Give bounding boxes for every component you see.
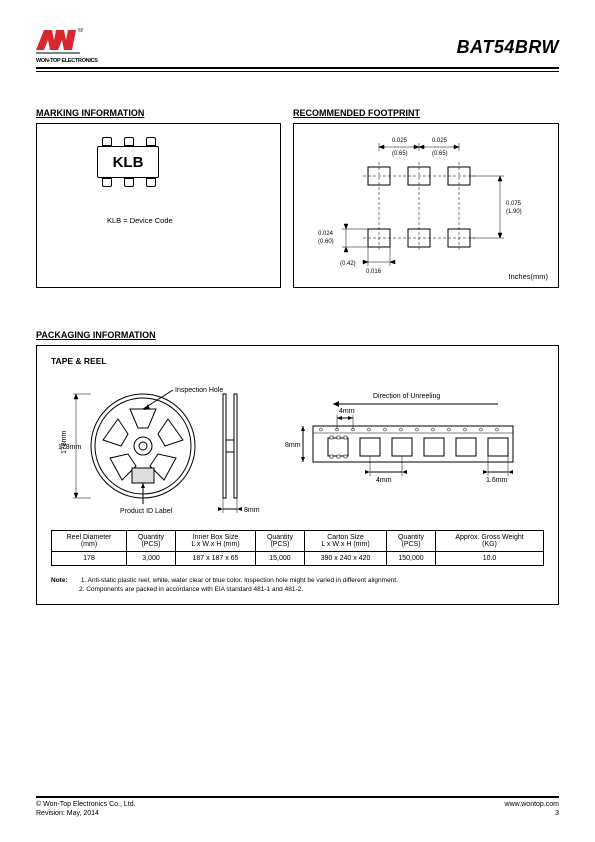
company-name: WON-TOP ELECTRONICS	[36, 58, 98, 64]
td: 187 x 187 x 65	[175, 552, 255, 566]
footer-divider	[36, 796, 559, 798]
td: 15,000	[256, 552, 305, 566]
tape-reel-title: TAPE & REEL	[51, 356, 544, 366]
dim-pitch-mm: (0.65)	[392, 151, 408, 157]
top-sections: MARKING INFORMATION KLB KLB = Device Cod…	[36, 108, 559, 288]
direction-label: Direction of Unreeling	[373, 393, 440, 400]
chip-label: KLB	[113, 154, 144, 171]
part-number: BAT54BRW	[457, 37, 559, 58]
th-reel: Reel Diameter(mm)	[52, 531, 127, 552]
pin-icon	[124, 137, 134, 146]
dim-height-in: 0.075	[506, 201, 522, 207]
product-id-label: Product ID Label	[120, 508, 173, 515]
pin-icon	[146, 137, 156, 146]
dim-padw-mm: (0.60)	[318, 239, 334, 245]
packaging-title: PACKAGING INFORMATION	[36, 330, 559, 340]
dim-height-mm: (1.90)	[506, 209, 522, 215]
footprint-column: RECOMMENDED FOOTPRINT	[293, 108, 559, 288]
marking-column: MARKING INFORMATION KLB KLB = Device Cod…	[36, 108, 281, 288]
marking-box: KLB KLB = Device Code	[36, 123, 281, 288]
inspection-label: Inspection Hole	[175, 387, 223, 394]
th-weight: Approx. Gross Weight(KG)	[436, 531, 544, 552]
footprint-box: 0.025 (0.65) 0.025 (0.65) 0.075 (1.90)	[293, 123, 559, 288]
footer-right: www.wontop.com 3	[505, 800, 559, 818]
packaging-box: TAPE & REEL Product ID Label Ins	[36, 345, 559, 605]
td: 150,000	[387, 552, 436, 566]
dim-pitch-mm: (0.65)	[432, 151, 448, 157]
tape-reel-diagram-icon: Product ID Label Inspection Hole 178mm 1…	[58, 376, 538, 516]
note-2: 2. Components are packed in accordance w…	[79, 586, 303, 593]
revision: Revision: May, 2014	[36, 809, 136, 818]
th-carton: Carton SizeL x W x H (mm)	[304, 531, 386, 552]
footer-row: © Won-Top Electronics Co., Ltd. Revision…	[36, 800, 559, 818]
header-divider-1	[36, 67, 559, 69]
note-1: 1. Anti-static plastic reel, white, wate…	[81, 577, 398, 584]
chip-body: KLB	[97, 146, 159, 178]
tape-pitch-top: 4mm	[339, 408, 355, 415]
dim-pitch-in: 0.025	[432, 138, 448, 144]
td: 10.0	[436, 552, 544, 566]
reel-width-label: 8mm	[244, 507, 260, 514]
th-qty3: Quantity(PCS)	[387, 531, 436, 552]
header: ® WON-TOP ELECTRONICS BAT54BRW	[36, 28, 559, 64]
unit-label: Inches(mm)	[508, 272, 548, 281]
td: 178	[52, 552, 127, 566]
th-qty1: Quantity(PCS)	[127, 531, 176, 552]
tape-pitch-bottom: 4mm	[376, 477, 392, 484]
footprint-diagram-icon: 0.025 (0.65) 0.025 (0.65) 0.075 (1.90)	[308, 132, 538, 277]
footprint-title: RECOMMENDED FOOTPRINT	[293, 108, 559, 118]
table-row: 178 3,000 187 x 187 x 65 15,000 390 x 24…	[52, 552, 544, 566]
pin-icon	[102, 137, 112, 146]
comp-width: 1.6mm	[486, 477, 508, 484]
dim-padh-mm: (0.42)	[340, 261, 356, 267]
header-divider-2	[36, 71, 559, 72]
footer-left: © Won-Top Electronics Co., Ltd. Revision…	[36, 800, 136, 818]
svg-text:178mm: 178mm	[58, 444, 82, 451]
copyright: © Won-Top Electronics Co., Ltd.	[36, 800, 136, 809]
th-inner: Inner Box SizeL x W x H (mm)	[175, 531, 255, 552]
pin-icon	[102, 178, 112, 187]
device-code-text: KLB = Device Code	[107, 216, 173, 225]
footer: © Won-Top Electronics Co., Ltd. Revision…	[36, 796, 559, 818]
td: 390 x 240 x 420	[304, 552, 386, 566]
tape-width: 8mm	[285, 442, 301, 449]
logo-wrap: ® WON-TOP ELECTRONICS	[36, 28, 98, 64]
pin-icon	[124, 178, 134, 187]
notes: Note: 1. Anti-static plastic reel, white…	[51, 576, 544, 594]
marking-title: MARKING INFORMATION	[36, 108, 281, 118]
dim-padw-in: 0.024	[318, 231, 334, 237]
dim-pitch-in: 0.025	[392, 138, 408, 144]
packaging-section: PACKAGING INFORMATION TAPE & REEL Produc…	[36, 330, 559, 605]
table-header-row: Reel Diameter(mm) Quantity(PCS) Inner Bo…	[52, 531, 544, 552]
company-logo-icon: ®	[36, 28, 88, 60]
packaging-table: Reel Diameter(mm) Quantity(PCS) Inner Bo…	[51, 530, 544, 566]
note-label: Note:	[51, 576, 79, 585]
td: 3,000	[127, 552, 176, 566]
page-number: 3	[505, 809, 559, 818]
svg-text:®: ®	[78, 28, 84, 34]
footer-url: www.wontop.com	[505, 800, 559, 809]
th-qty2: Quantity(PCS)	[256, 531, 305, 552]
chip-drawing: KLB	[97, 146, 159, 178]
dim-padh-in: 0.016	[366, 269, 382, 275]
pin-icon	[146, 178, 156, 187]
